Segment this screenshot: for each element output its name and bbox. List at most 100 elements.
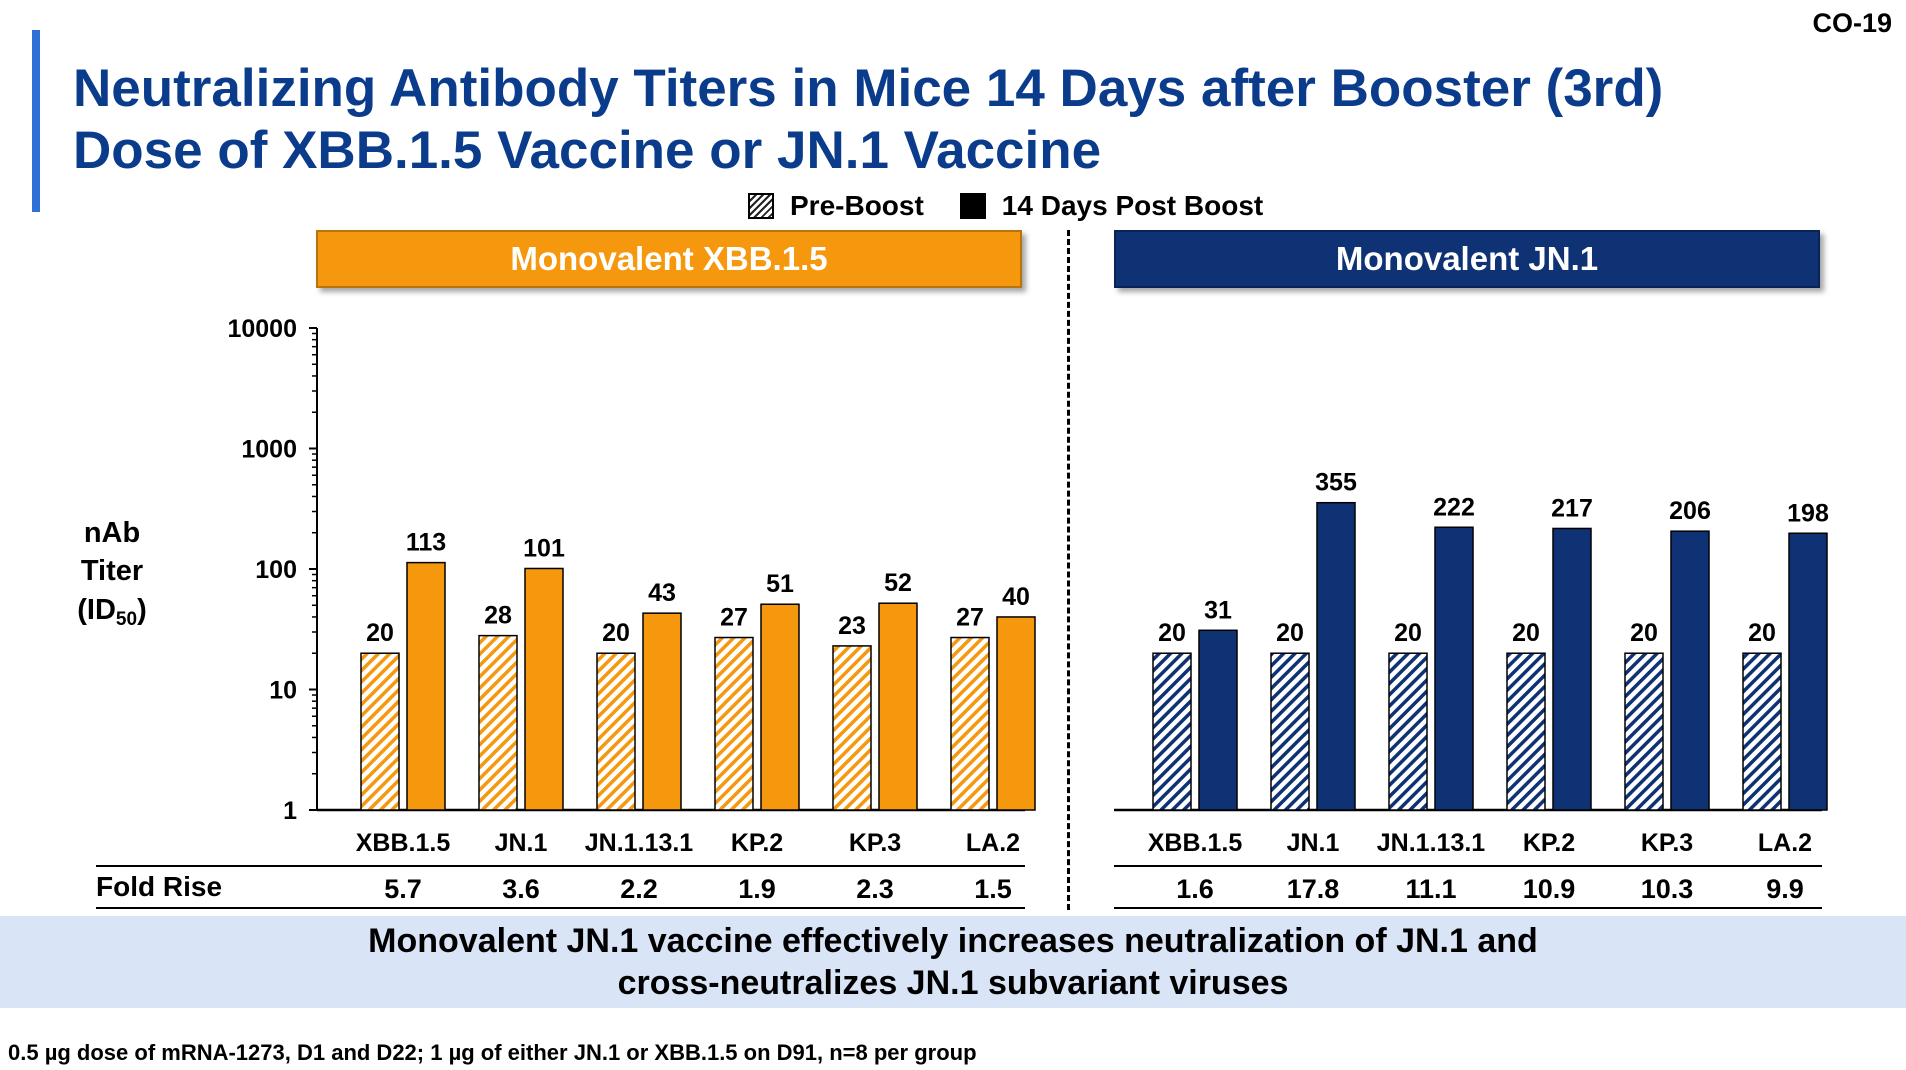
y-tick-label: 10 (269, 677, 297, 705)
legend-label-post-boost: 14 Days Post Boost (1001, 190, 1264, 221)
bar-pre-boost (1388, 652, 1428, 811)
data-label-pre-boost: 20 (1158, 619, 1186, 647)
x-category-label: JN.1.13.1 (1377, 829, 1486, 857)
bar-pre-boost (714, 636, 754, 811)
x-category-label: JN.1 (1287, 829, 1340, 857)
bar-post-boost (996, 616, 1036, 811)
bar-post-boost (406, 561, 446, 811)
x-category-label: JN.1.13.1 (585, 829, 694, 857)
bar-post-boost (1316, 501, 1356, 811)
data-label-pre-boost: 20 (1394, 619, 1422, 647)
fold-rise-value: 1.5 (974, 874, 1012, 904)
bar-pre-boost (1152, 652, 1192, 811)
data-label-pre-boost: 20 (1512, 619, 1540, 647)
bar-pre-boost (1624, 652, 1664, 811)
data-label-post-boost: 51 (766, 570, 794, 598)
data-label-pre-boost: 20 (602, 619, 630, 647)
fold-rise-value: 3.6 (502, 874, 540, 904)
bar-post-boost (878, 602, 918, 811)
bar-post-boost (760, 603, 800, 811)
title-line-2: Dose of XBB.1.5 Vaccine or JN.1 Vaccine (73, 121, 1102, 180)
data-label-post-boost: 31 (1204, 596, 1232, 624)
hatched-swatch-icon (748, 193, 774, 219)
x-category-label: XBB.1.5 (1148, 829, 1243, 857)
slide-title: Neutralizing Antibody Titers in Mice 14 … (73, 58, 1863, 182)
panel-header-xbb: Monovalent XBB.1.5 (316, 230, 1022, 288)
solid-swatch-icon (959, 193, 986, 219)
x-category-label: KP.2 (731, 829, 783, 857)
legend-item-pre-boost: Pre-Boost (748, 190, 924, 222)
data-label-pre-boost: 20 (1748, 619, 1776, 647)
y-tick-label: 10000 (227, 315, 297, 343)
data-label-pre-boost: 20 (366, 619, 394, 647)
bar-pre-boost (950, 636, 990, 811)
y-axis-title-line-1: nAb (84, 517, 140, 549)
data-label-post-boost: 113 (406, 529, 446, 557)
fold-rise-value: 1.6 (1176, 874, 1214, 904)
y-tick-label: 100 (255, 556, 297, 584)
bar-pre-boost (1506, 652, 1546, 811)
fold-rise-value: 11.1 (1405, 874, 1456, 904)
panel-header-jn1: Monovalent JN.1 (1114, 230, 1820, 288)
footnote: 0.5 µg dose of mRNA-1273, D1 and D22; 1 … (8, 1040, 977, 1065)
fold-rise-value: 9.9 (1766, 874, 1804, 904)
y-tick-label: 1 (283, 797, 297, 825)
bar-post-boost (524, 567, 564, 811)
x-category-label: XBB.1.5 (356, 829, 451, 857)
fold-rise-value: 10.9 (1523, 874, 1576, 904)
fold-rise-value: 2.2 (620, 874, 658, 904)
takeaway-line-1: Monovalent JN.1 vaccine effectively incr… (368, 922, 1538, 960)
slide-number: CO-19 (1812, 8, 1892, 38)
bar-post-boost (642, 612, 682, 811)
data-label-pre-boost: 23 (838, 612, 866, 640)
x-category-label: KP.2 (1523, 829, 1575, 857)
data-label-post-boost: 40 (1002, 583, 1030, 611)
fold-rise-value: 17.8 (1287, 874, 1340, 904)
y-axis-title-id: (ID (77, 594, 116, 626)
bar-pre-boost (360, 652, 400, 811)
x-category-label: LA.2 (1758, 829, 1812, 857)
takeaway-line-2: cross-neutralizes JN.1 subvariant viruse… (617, 964, 1289, 1002)
y-tick-label: 1000 (241, 436, 297, 464)
bar-chart-area: 1 10 100 1000 10000 20 113 XBB.1.5 5.7 28 101 JN.1 3… (77, 315, 1829, 909)
y-axis-title-subscript: 50 (116, 609, 137, 630)
fold-rise-value: 2.3 (856, 874, 894, 904)
x-category-label: JN.1 (495, 829, 548, 857)
bar-pre-boost (596, 652, 636, 811)
title-accent-bar (32, 30, 40, 212)
data-label-post-boost: 206 (1669, 497, 1711, 525)
takeaway-banner: Monovalent JN.1 vaccine effectively incr… (0, 916, 1906, 1008)
bar-post-boost (1552, 527, 1592, 811)
y-axis-title-line-3: (ID50) (77, 594, 146, 630)
y-axis-title-close: ) (137, 594, 147, 626)
title-line-1: Neutralizing Antibody Titers in Mice 14 … (73, 59, 1664, 118)
x-category-label: KP.3 (849, 829, 901, 857)
fold-rise-value: 1.9 (738, 874, 776, 904)
fold-rise-value: 10.3 (1641, 874, 1694, 904)
x-category-label: LA.2 (966, 829, 1020, 857)
data-label-pre-boost: 27 (720, 604, 748, 632)
bar-pre-boost (1742, 652, 1782, 811)
chart-legend: Pre-Boost 14 Days Post Boost (748, 186, 1299, 226)
bar-pre-boost (478, 634, 518, 811)
y-axis-title: nAb Titer (ID50) (77, 517, 146, 630)
data-label-pre-boost: 20 (1276, 619, 1304, 647)
x-category-label: KP.3 (1641, 829, 1693, 857)
y-axis-title-line-2: Titer (81, 555, 143, 587)
bar-post-boost (1788, 532, 1828, 811)
data-label-post-boost: 217 (1551, 494, 1593, 522)
bar-post-boost (1434, 526, 1474, 811)
bar-pre-boost (832, 645, 872, 811)
data-label-post-boost: 101 (523, 534, 565, 562)
legend-item-post-boost: 14 Days Post Boost (959, 190, 1264, 222)
chart-layer: 1 10 100 1000 10000 20 113 XBB.1.5 5.7 28 101 JN.1 3… (96, 315, 1829, 909)
bar-pre-boost (1270, 652, 1310, 811)
data-label-post-boost: 43 (648, 579, 676, 607)
data-label-pre-boost: 28 (484, 602, 512, 630)
bar-post-boost (1670, 530, 1710, 811)
fold-rise-label: Fold Rise (96, 871, 223, 902)
data-label-post-boost: 355 (1315, 469, 1357, 497)
bar-post-boost (1198, 629, 1238, 811)
legend-label-pre-boost: Pre-Boost (790, 190, 924, 221)
fold-rise-value: 5.7 (384, 874, 422, 904)
